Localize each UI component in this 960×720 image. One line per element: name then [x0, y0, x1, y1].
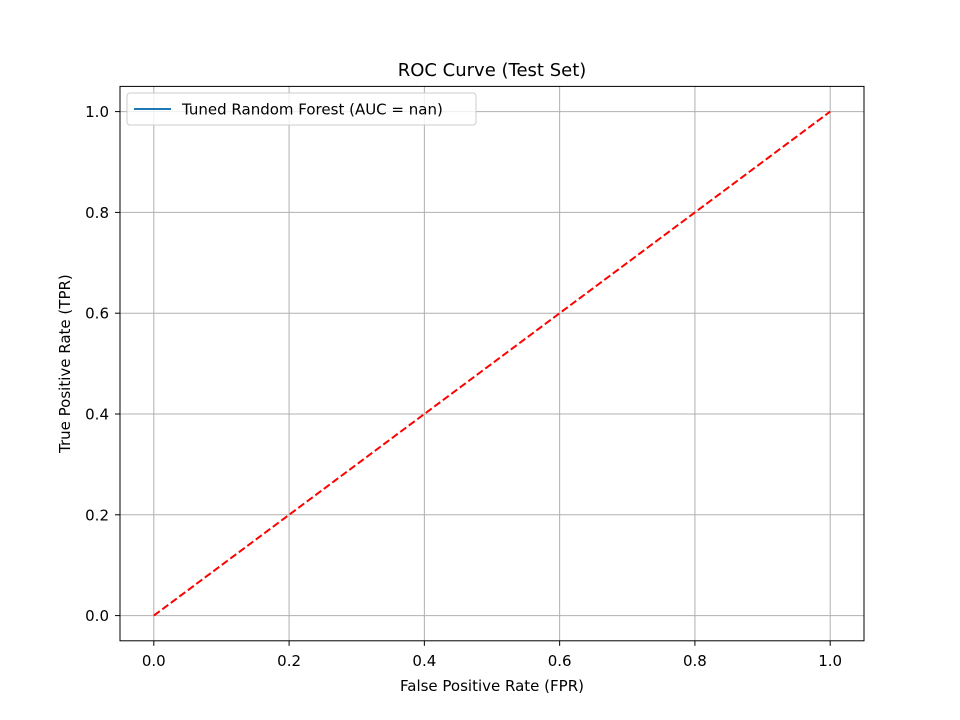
series-layer: [153, 110, 831, 617]
y-tick-label: 0.2: [85, 506, 109, 524]
legend-box: [126, 92, 477, 126]
y-tick-label: 1.0: [85, 103, 109, 121]
legend-label: Tuned Random Forest (AUC = nan): [181, 101, 443, 119]
y-tick-label: 0.0: [85, 607, 109, 625]
x-tick-label: 0.4: [412, 652, 436, 670]
y-tick-label: 0.4: [85, 406, 109, 424]
x-tick-label: 0.8: [683, 652, 707, 670]
x-tick-label: 1.0: [818, 652, 842, 670]
y-axis-label: True Positive Rate (TPR): [56, 274, 74, 454]
x-tick-label: 0.6: [548, 652, 572, 670]
legend: Tuned Random Forest (AUC = nan): [126, 92, 477, 126]
plot-frame: [119, 85, 865, 642]
x-tick-label: 0.2: [277, 652, 301, 670]
axis-ticks: 0.0 0.2 0.4 0.6 0.8 1.0 0.0 0.2 0.4 0.6 0.8 1.0: [85, 103, 842, 670]
diagonal-reference-line: [153, 110, 831, 617]
y-tick-label: 0.6: [85, 305, 109, 323]
x-tick-label: 0.0: [142, 652, 166, 670]
chart-title: ROC Curve (Test Set): [398, 60, 587, 81]
x-axis-label: False Positive Rate (FPR): [400, 677, 584, 695]
grid: [120, 86, 864, 641]
y-tick-label: 0.8: [85, 204, 109, 222]
